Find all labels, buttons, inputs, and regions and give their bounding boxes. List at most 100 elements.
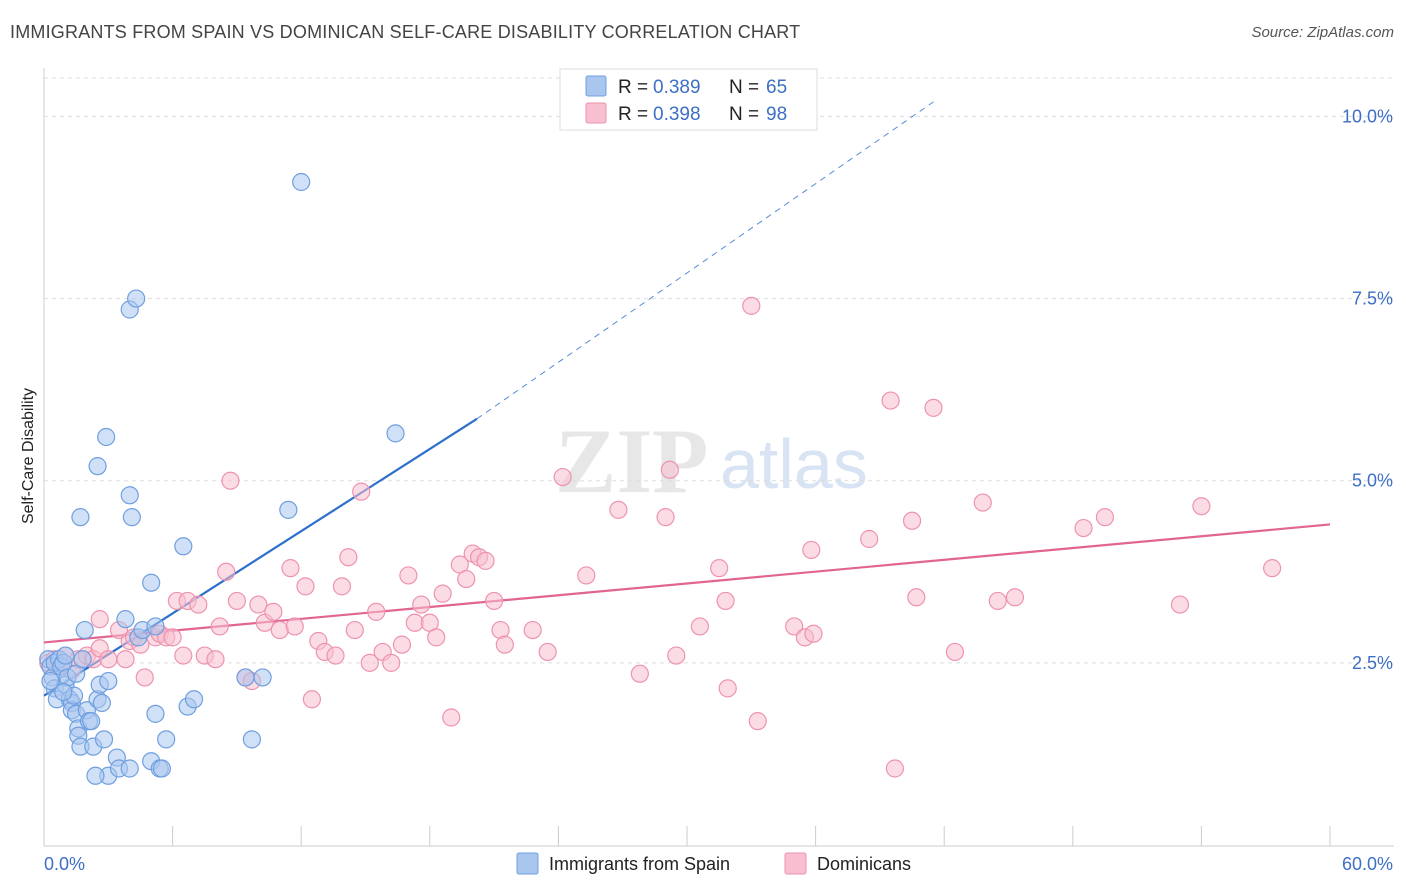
- dominican-point: [412, 595, 431, 614]
- spain-point: [92, 693, 111, 713]
- dominican-point: [296, 577, 315, 596]
- dominican-point: [860, 529, 879, 549]
- trend-line-spain: [43, 417, 478, 697]
- dominican-point: [1263, 559, 1282, 578]
- data-points: [39, 172, 1282, 785]
- dominican-point: [495, 635, 514, 654]
- dominican-point: [382, 653, 401, 672]
- dominican-point: [281, 559, 300, 578]
- dominican-point: [302, 690, 322, 709]
- dominican-point: [1095, 508, 1115, 527]
- dominican-point: [716, 591, 735, 611]
- spain-point: [94, 730, 114, 749]
- dominican-point: [189, 595, 208, 614]
- dominican-point: [339, 548, 358, 567]
- dominican-point: [264, 602, 283, 621]
- legend-r-label-dominican: R =: [618, 104, 648, 125]
- dominican-point: [433, 584, 452, 603]
- dominican-point: [352, 482, 371, 501]
- legend-n-label-spain: N =: [729, 77, 759, 98]
- dominican-point: [163, 628, 182, 647]
- spain-point: [97, 427, 116, 447]
- trend-line-spain-extrapolated: [476, 101, 934, 420]
- spain-point: [142, 573, 161, 592]
- dominican-point: [249, 595, 268, 614]
- spain-point: [127, 289, 146, 308]
- source-credit: Source: ZipAtlas.com: [1251, 24, 1394, 41]
- dominican-point: [885, 759, 905, 778]
- spain-point: [71, 508, 90, 527]
- dominican-point: [116, 650, 135, 669]
- dominican-point: [427, 628, 446, 647]
- trend-line-dominican: [43, 523, 1331, 644]
- y-tick-label: 7.5%: [1352, 289, 1393, 309]
- dominican-point: [742, 296, 761, 315]
- spain-point: [279, 500, 298, 519]
- dominican-point: [988, 591, 1007, 611]
- dominican-point: [1170, 595, 1190, 614]
- dominican-point: [748, 712, 767, 731]
- dominican-point: [802, 540, 821, 560]
- dominican-point: [206, 650, 225, 669]
- dominican-point: [270, 620, 289, 640]
- stats-legend: R = 0.389 N = 65 R = 0.398 N = 98: [559, 68, 818, 131]
- dominican-point: [690, 617, 709, 636]
- spain-point: [54, 682, 73, 702]
- dominican-point: [476, 551, 495, 570]
- dominican-point: [609, 500, 628, 519]
- legend-swatch-dominicans: [784, 852, 807, 875]
- axes: [43, 68, 1394, 847]
- spain-point: [88, 457, 107, 476]
- dominican-point: [1074, 518, 1093, 538]
- series-legend: Immigrants from Spain Dominicans: [516, 852, 911, 875]
- watermark: ZIP atlas: [555, 410, 868, 512]
- dominican-point: [1005, 588, 1025, 607]
- spain-point: [122, 508, 141, 527]
- legend-r-value-dominican: 0.398: [653, 104, 701, 125]
- spain-point: [157, 730, 176, 749]
- spain-point: [82, 712, 101, 731]
- dominican-point: [577, 566, 596, 585]
- dominican-point: [945, 642, 965, 662]
- watermark-atlas: atlas: [720, 425, 868, 503]
- dominican-point: [881, 391, 900, 410]
- x-tick-label-min: 0.0%: [44, 854, 85, 874]
- dominican-point: [326, 646, 345, 665]
- spain-point: [120, 759, 139, 778]
- legend-n-value-dominican: 98: [766, 104, 787, 125]
- legend-n-label-dominican: N =: [729, 104, 759, 125]
- watermark-zip: ZIP: [555, 410, 708, 512]
- dominican-point: [399, 566, 418, 585]
- dominican-point: [538, 642, 557, 662]
- spain-point: [152, 759, 171, 778]
- legend-r-label-spain: R =: [618, 77, 648, 98]
- dominican-point: [630, 664, 649, 683]
- dominican-point: [227, 591, 246, 611]
- dominican-point: [656, 508, 675, 527]
- dominican-point: [804, 624, 823, 643]
- y-tick-label: 5.0%: [1352, 471, 1393, 491]
- dominican-point: [523, 620, 542, 640]
- legend-label-dominicans: Dominicans: [817, 854, 911, 874]
- y-tick-label: 10.0%: [1342, 106, 1393, 126]
- spain-point: [86, 766, 105, 785]
- y-tick-label: 2.5%: [1352, 653, 1393, 673]
- dominican-point: [360, 653, 379, 672]
- dominican-point: [210, 617, 229, 636]
- spain-point: [146, 704, 165, 723]
- dominican-point: [1192, 497, 1211, 516]
- spain-point: [73, 650, 92, 669]
- tick-labels: 2.5% 5.0% 7.5% 10.0% 0.0% 60.0%: [44, 106, 1393, 874]
- dominican-point: [902, 511, 922, 530]
- dominican-point: [924, 398, 943, 417]
- dominican-point: [710, 559, 729, 578]
- dominican-point: [135, 668, 154, 687]
- spain-point: [386, 424, 405, 443]
- dominican-point: [553, 467, 572, 487]
- dominican-point: [667, 646, 686, 665]
- spain-point: [292, 172, 311, 192]
- legend-label-immigrants-from-spain: Immigrants from Spain: [549, 854, 730, 874]
- dominican-point: [442, 708, 461, 727]
- spain-point: [116, 610, 135, 629]
